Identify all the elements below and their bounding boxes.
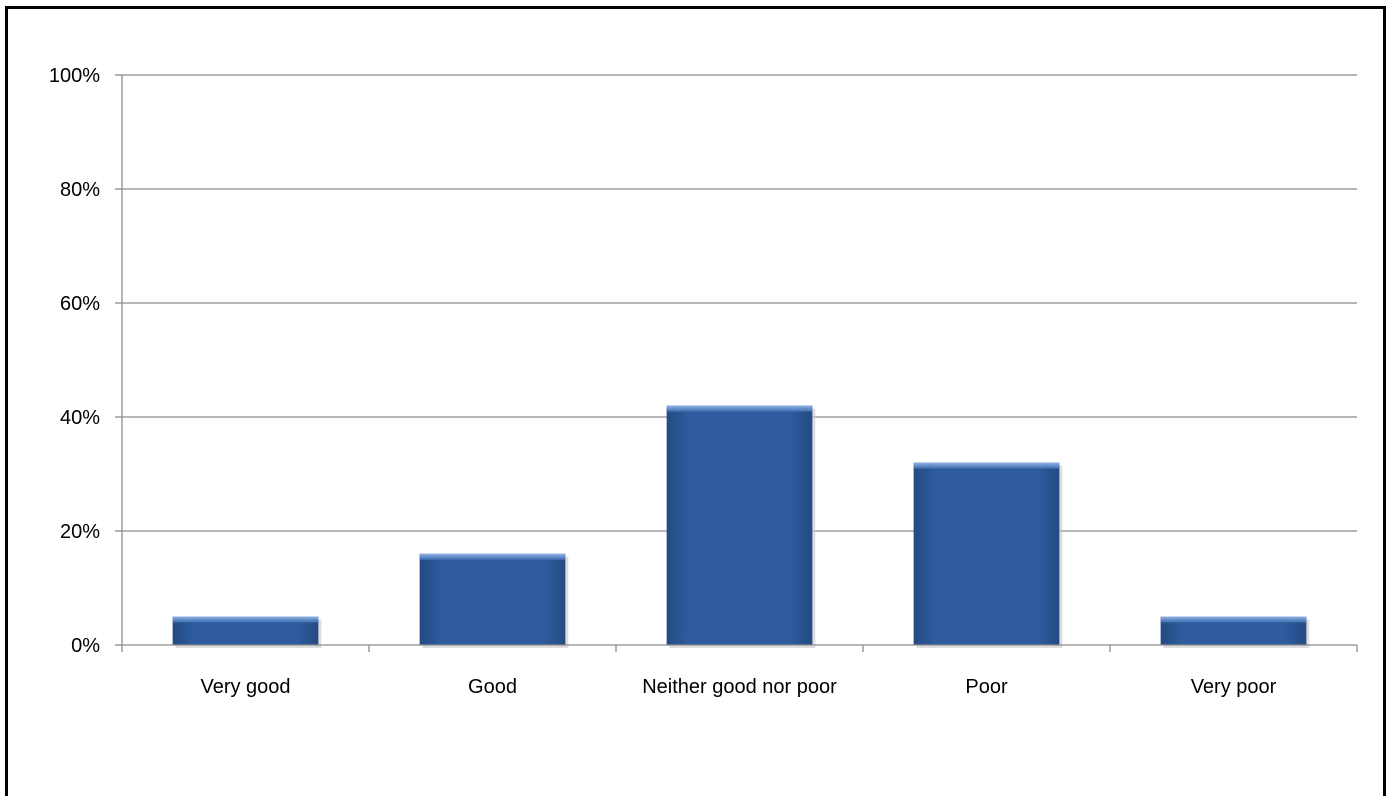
bar-body <box>419 553 566 645</box>
bar <box>172 616 322 648</box>
y-tick-label: 60% <box>60 293 100 315</box>
bar-body <box>913 462 1060 645</box>
chart-frame <box>5 6 1386 796</box>
x-category-label: Poor <box>965 676 1008 698</box>
x-category-label: Very good <box>200 676 290 698</box>
bar-top-highlight <box>172 616 319 623</box>
y-tick-label: 80% <box>60 179 100 201</box>
x-category-label: Good <box>468 676 517 698</box>
bar-top-highlight <box>1160 616 1307 623</box>
y-tick-label: 20% <box>60 521 100 543</box>
x-axis-labels: Very good Good Neither good nor poor Poor Ve… <box>200 676 1276 698</box>
x-category-label: Neither good nor poor <box>642 676 837 698</box>
bar-top-highlight <box>419 553 566 560</box>
bar <box>666 405 816 648</box>
bar-top-highlight <box>913 462 1060 469</box>
y-tick-label: 100% <box>49 65 100 87</box>
bar-top-highlight <box>666 405 813 412</box>
axes <box>121 75 1358 652</box>
y-tick-label: 0% <box>71 635 100 657</box>
y-tick-label: 40% <box>60 407 100 429</box>
x-category-label: Very poor <box>1191 676 1277 698</box>
y-axis-ticks: 0% 20% 40% 60% 80% 100% <box>49 65 122 657</box>
bars <box>172 405 1310 648</box>
bar <box>1160 616 1310 648</box>
bar <box>419 553 569 648</box>
bar-body <box>666 405 813 645</box>
bar <box>913 462 1063 648</box>
